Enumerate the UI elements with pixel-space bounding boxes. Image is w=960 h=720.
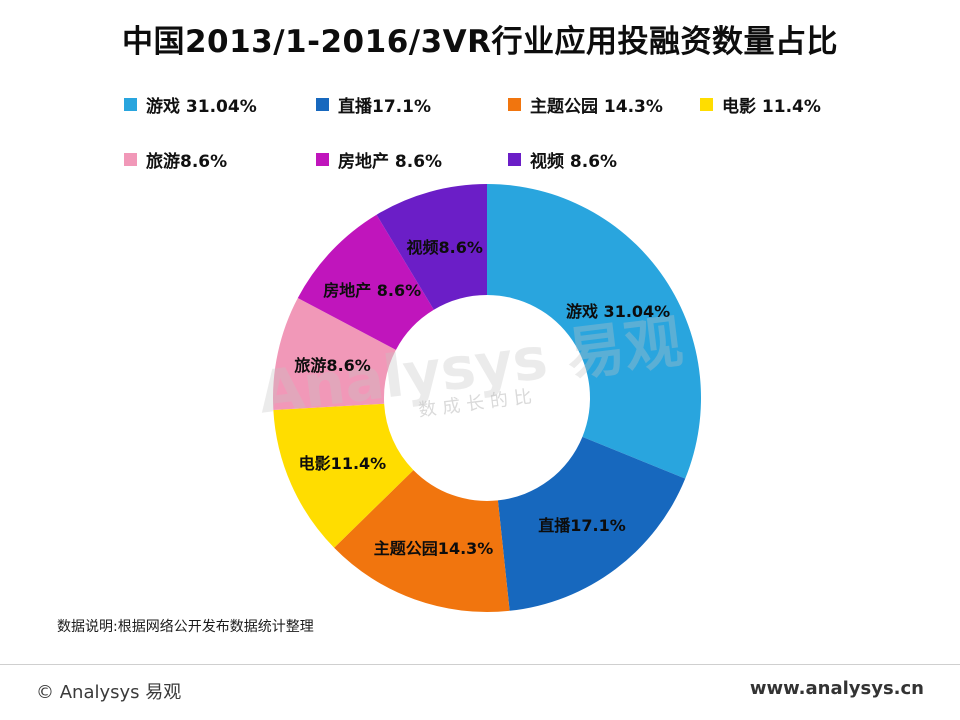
footer-url: www.analysys.cn xyxy=(749,678,924,699)
chart-title: 中国2013/1-2016/3VR行业应用投融资数量占比 xyxy=(121,24,839,60)
legend-swatch-房地产 xyxy=(316,153,329,166)
slice-label-游戏: 游戏 31.04% xyxy=(565,301,671,321)
legend-label-房地产: 房地产 8.6% xyxy=(338,152,443,172)
slice-label-房地产: 房地产 8.6% xyxy=(323,281,422,301)
pie-slice-主题公园 xyxy=(334,470,510,613)
legend-swatch-视频 xyxy=(508,153,521,166)
legend-label-旅游: 旅游8.6% xyxy=(146,152,228,172)
legend-item-视频: 视频 8.6% xyxy=(508,147,700,172)
legend-label-游戏: 游戏 31.04% xyxy=(146,97,257,117)
legend-item-电影: 电影 11.4% xyxy=(700,92,892,117)
slice-label-电影: 电影11.4% xyxy=(298,453,387,473)
pie-slice-视频 xyxy=(376,184,487,310)
legend-label-电影: 电影 11.4% xyxy=(722,97,821,117)
legend-swatch-直播 xyxy=(316,98,329,111)
footer-brand: © Analysys 易观 xyxy=(36,682,182,703)
slice-label-视频: 视频8.6% xyxy=(406,237,483,257)
legend-swatch-旅游 xyxy=(124,153,137,166)
pie-slice-旅游 xyxy=(273,298,396,410)
legend-label-直播: 直播17.1% xyxy=(338,97,431,117)
slice-label-旅游: 旅游8.6% xyxy=(294,356,371,376)
slice-label-直播: 直播17.1% xyxy=(538,516,626,536)
pie-slice-游戏 xyxy=(487,184,702,479)
legend-item-旅游: 旅游8.6% xyxy=(124,147,316,172)
legend-swatch-电影 xyxy=(700,98,713,111)
pie-slice-房地产 xyxy=(297,214,434,350)
legend-item-游戏: 游戏 31.04% xyxy=(124,92,316,117)
footnote: 数据说明:根据网络公开发布数据统计整理 xyxy=(57,619,314,635)
slice-label-主题公园: 主题公园14.3% xyxy=(373,538,494,558)
pie-slice-电影 xyxy=(273,403,414,548)
legend-swatch-主题公园 xyxy=(508,98,521,111)
pie-slice-直播 xyxy=(497,436,686,611)
legend-label-主题公园: 主题公园 14.3% xyxy=(530,97,663,117)
legend-label-视频: 视频 8.6% xyxy=(530,152,618,172)
footer-divider xyxy=(0,664,960,665)
legend-item-主题公园: 主题公园 14.3% xyxy=(508,92,700,117)
legend-item-直播: 直播17.1% xyxy=(316,92,508,117)
legend-item-房地产: 房地产 8.6% xyxy=(316,147,508,172)
legend-swatch-游戏 xyxy=(124,98,137,111)
legend: 游戏 31.04% 直播17.1% 主题公园 14.3% 电影 11.4% 旅游8.6%… xyxy=(124,92,892,172)
